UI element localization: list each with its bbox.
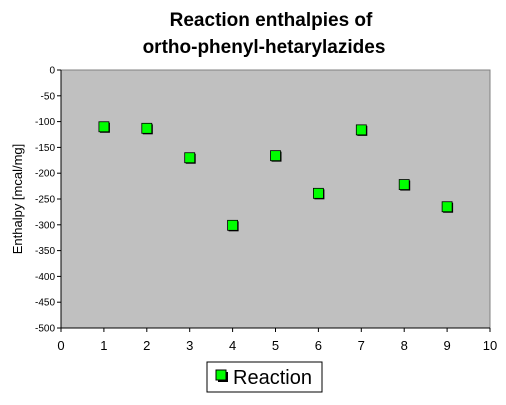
data-point-marker	[270, 150, 281, 162]
data-point-marker	[141, 122, 153, 134]
y-tick-label: -300	[35, 220, 55, 231]
y-axis-label: Enthalpy [mcal/mg]	[10, 144, 25, 255]
y-tick-label: -200	[35, 169, 55, 180]
x-axis: 0 1 2 3 4 5 6 7 8 9 10	[57, 327, 497, 353]
y-axis: 0 -50 -100 -150 -200 -250 -300 -350 -400 -450 -500	[35, 66, 62, 335]
data-point-marker	[398, 179, 410, 190]
x-tick-label: 0	[57, 338, 64, 353]
legend-label-reaction: Reaction	[233, 367, 312, 389]
plot-area	[60, 69, 491, 329]
x-tick-label: 5	[272, 338, 279, 353]
x-tick-label: 1	[100, 338, 107, 353]
data-point	[270, 150, 282, 162]
x-tick-label: 8	[401, 338, 408, 353]
y-tick-label: -100	[35, 117, 55, 128]
y-tick-label: -50	[41, 91, 56, 102]
x-tick-label: 7	[358, 338, 365, 353]
data-point	[312, 187, 325, 200]
y-tick-label: -400	[35, 272, 55, 283]
chart-title-line-2: ortho-phenyl-hetarylazides	[143, 37, 386, 58]
data-point	[141, 122, 153, 135]
y-tick-label: 0	[49, 66, 55, 77]
data-point	[398, 179, 411, 191]
data-point-marker	[184, 152, 196, 164]
legend-box	[206, 361, 323, 393]
data-point	[184, 152, 196, 164]
data-point	[355, 124, 368, 136]
legend: Reaction	[206, 361, 323, 393]
y-tick-label: -450	[35, 298, 55, 309]
chart-title: Reaction enthalpies of ortho-phenyl-heta…	[143, 10, 386, 58]
data-point	[98, 121, 110, 133]
x-tick-label: 10	[483, 338, 497, 353]
chart-title-line-1: Reaction enthalpies of	[170, 10, 373, 31]
x-tick-label: 4	[229, 338, 236, 353]
y-tick-label: -350	[35, 246, 55, 257]
data-points	[98, 121, 454, 232]
data-point-marker	[312, 187, 324, 199]
data-point-marker	[355, 124, 367, 136]
data-point-marker	[98, 121, 110, 133]
x-tick-label: 9	[443, 338, 450, 353]
y-tick-label: -150	[35, 143, 55, 154]
x-tick-label: 6	[315, 338, 322, 353]
data-point	[227, 219, 239, 232]
legend-marker-reaction	[215, 369, 227, 381]
x-tick-label: 2	[143, 338, 150, 353]
data-point-marker	[441, 201, 453, 213]
y-tick-label: -250	[35, 195, 55, 206]
y-tick-label: -500	[35, 324, 55, 335]
data-point	[441, 201, 454, 213]
data-point-marker	[227, 219, 239, 231]
x-tick-label: 3	[186, 338, 193, 353]
